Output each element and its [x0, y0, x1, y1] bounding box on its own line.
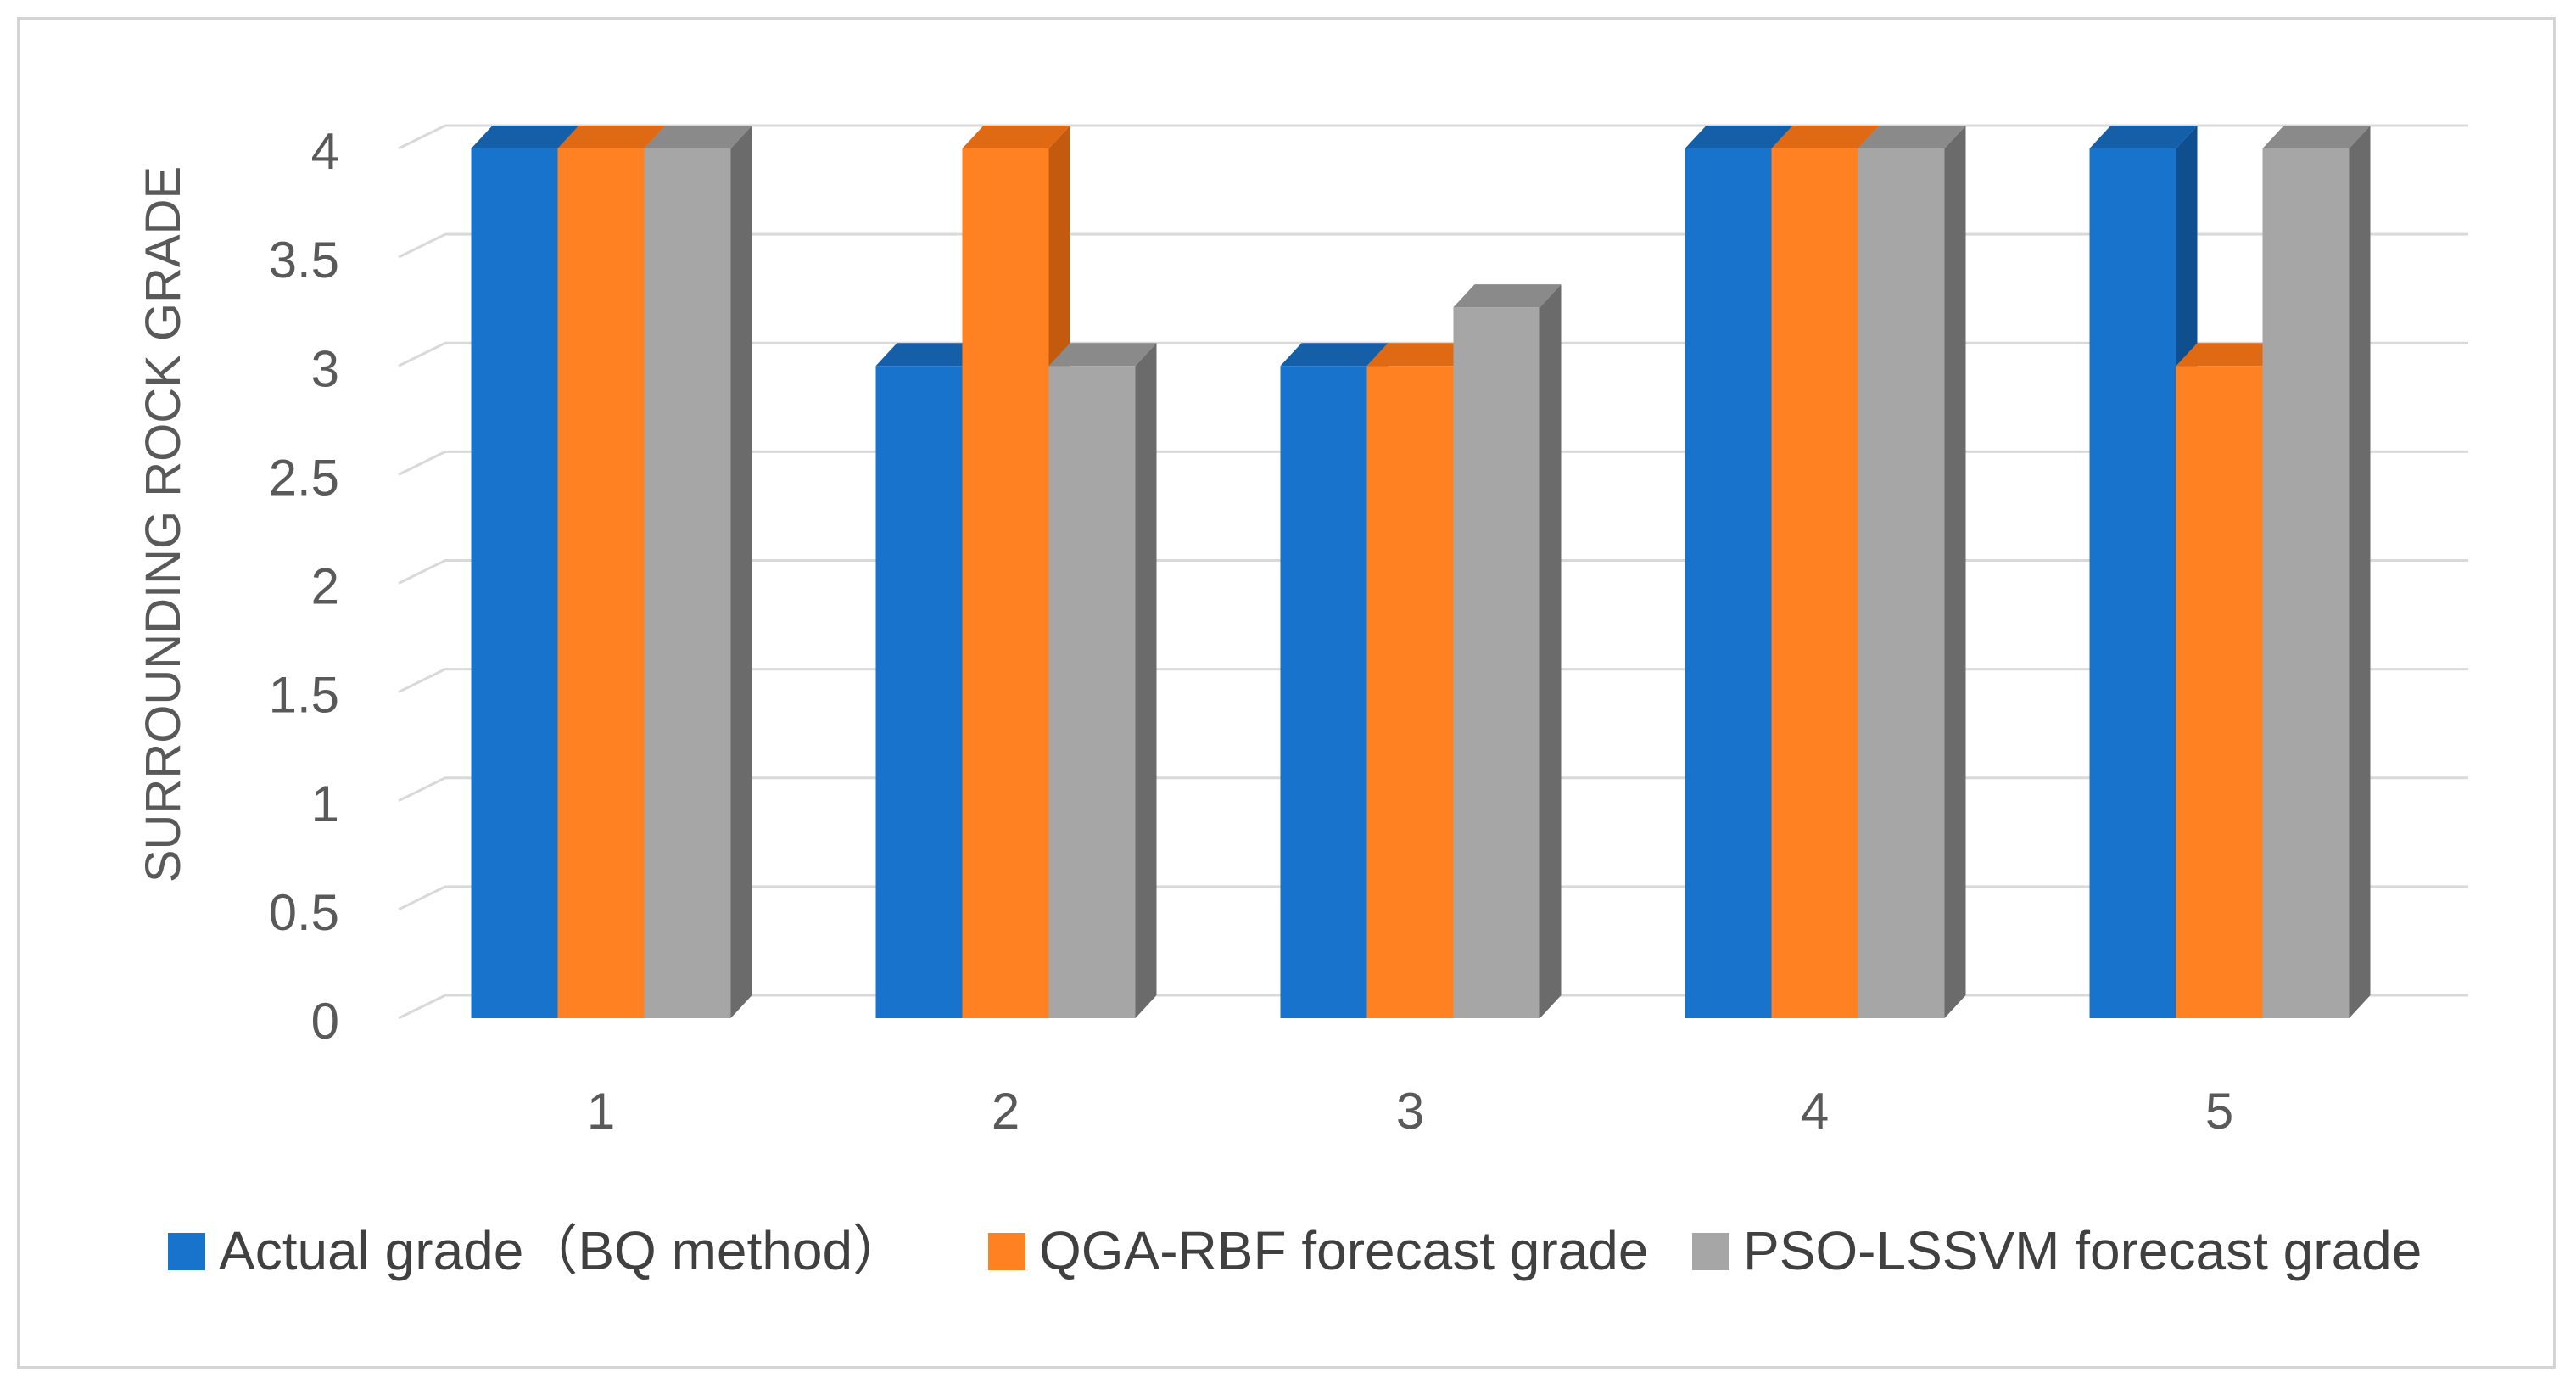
- bar-side: [730, 126, 752, 1018]
- bar-top: [2262, 126, 2371, 148]
- legend: Actual grade（BQ method） QGA-RBF forecast …: [168, 1220, 2422, 1281]
- x-tick-label: 1: [587, 1083, 615, 1140]
- bar-top: [1858, 126, 1966, 148]
- bar-top: [557, 126, 666, 148]
- x-tick-labels: 1 2 3 4 5: [587, 1083, 2233, 1140]
- x-tick-label: 2: [992, 1083, 1020, 1140]
- bar-top: [1048, 343, 1157, 367]
- bar-front: [557, 148, 645, 1018]
- bar-top: [1280, 343, 1389, 367]
- bar-top: [1366, 343, 1475, 367]
- bar-front: [1858, 148, 1945, 1018]
- bar-top: [962, 126, 1070, 148]
- bar-side: [2349, 126, 2371, 1018]
- bar-front: [1771, 148, 1858, 1018]
- y-tick-label: 3: [311, 340, 339, 397]
- bar: [1453, 284, 1562, 1018]
- bar: [2262, 126, 2371, 1018]
- bars: [471, 126, 2371, 1018]
- bar-front: [1685, 148, 1772, 1018]
- legend-swatch: [168, 1233, 205, 1270]
- legend-entry: QGA-RBF forecast grade: [988, 1220, 1648, 1281]
- bar-front: [2089, 148, 2176, 1018]
- bar-top: [644, 126, 752, 148]
- y-tick-label: 1.5: [269, 667, 339, 724]
- y-tick-label: 2.5: [269, 449, 339, 506]
- bar-side: [1135, 343, 1157, 1018]
- bar: [1858, 126, 1966, 1018]
- bar-front: [471, 148, 558, 1018]
- x-tick-label: 5: [2205, 1083, 2233, 1140]
- bar-front: [2262, 148, 2350, 1018]
- y-tick-label: 0.5: [269, 884, 339, 941]
- x-tick-label: 3: [1396, 1083, 1424, 1140]
- bar-front: [875, 366, 963, 1018]
- bar-front: [1048, 366, 1136, 1018]
- y-tick-label: 4: [311, 123, 339, 180]
- y-tick-label: 3.5: [269, 232, 339, 288]
- y-tick-label: 1: [311, 776, 339, 832]
- legend-swatch: [988, 1233, 1025, 1270]
- bar: [1048, 343, 1157, 1018]
- legend-label: QGA-RBF forecast grade: [1039, 1220, 1648, 1281]
- bar-front: [1366, 366, 1454, 1018]
- bar-front: [1280, 366, 1367, 1018]
- bar-top: [875, 343, 984, 367]
- legend-entry: PSO-LSSVM forecast grade: [1692, 1220, 2422, 1281]
- bar-top: [1771, 126, 1880, 148]
- legend-swatch: [1692, 1233, 1729, 1270]
- y-axis-label: SURROUNDING ROCK GRADE: [136, 166, 191, 882]
- y-tick-label: 2: [311, 558, 339, 615]
- bar-top: [2089, 126, 2198, 148]
- x-tick-label: 4: [1801, 1083, 1829, 1140]
- bar-front: [1453, 307, 1540, 1018]
- bar-top: [2176, 343, 2284, 367]
- y-tick-labels: 0 0.5 1 1.5 2 2.5 3 3.5 4: [269, 123, 339, 1050]
- legend-label: Actual grade（BQ method）: [219, 1220, 907, 1281]
- legend-label: PSO-LSSVM forecast grade: [1743, 1220, 2422, 1281]
- bar: [644, 126, 752, 1018]
- bar-top: [471, 126, 579, 148]
- bar-side: [1944, 126, 1966, 1018]
- legend-entry: Actual grade（BQ method）: [168, 1220, 907, 1281]
- bar-front: [962, 148, 1049, 1018]
- bar-top: [1453, 284, 1562, 308]
- bar-top: [1685, 126, 1793, 148]
- bar-front: [2176, 366, 2263, 1018]
- bar-side: [1539, 284, 1562, 1018]
- y-tick-label: 0: [311, 993, 339, 1050]
- bar: [1280, 343, 1389, 1018]
- bar-front: [644, 148, 731, 1018]
